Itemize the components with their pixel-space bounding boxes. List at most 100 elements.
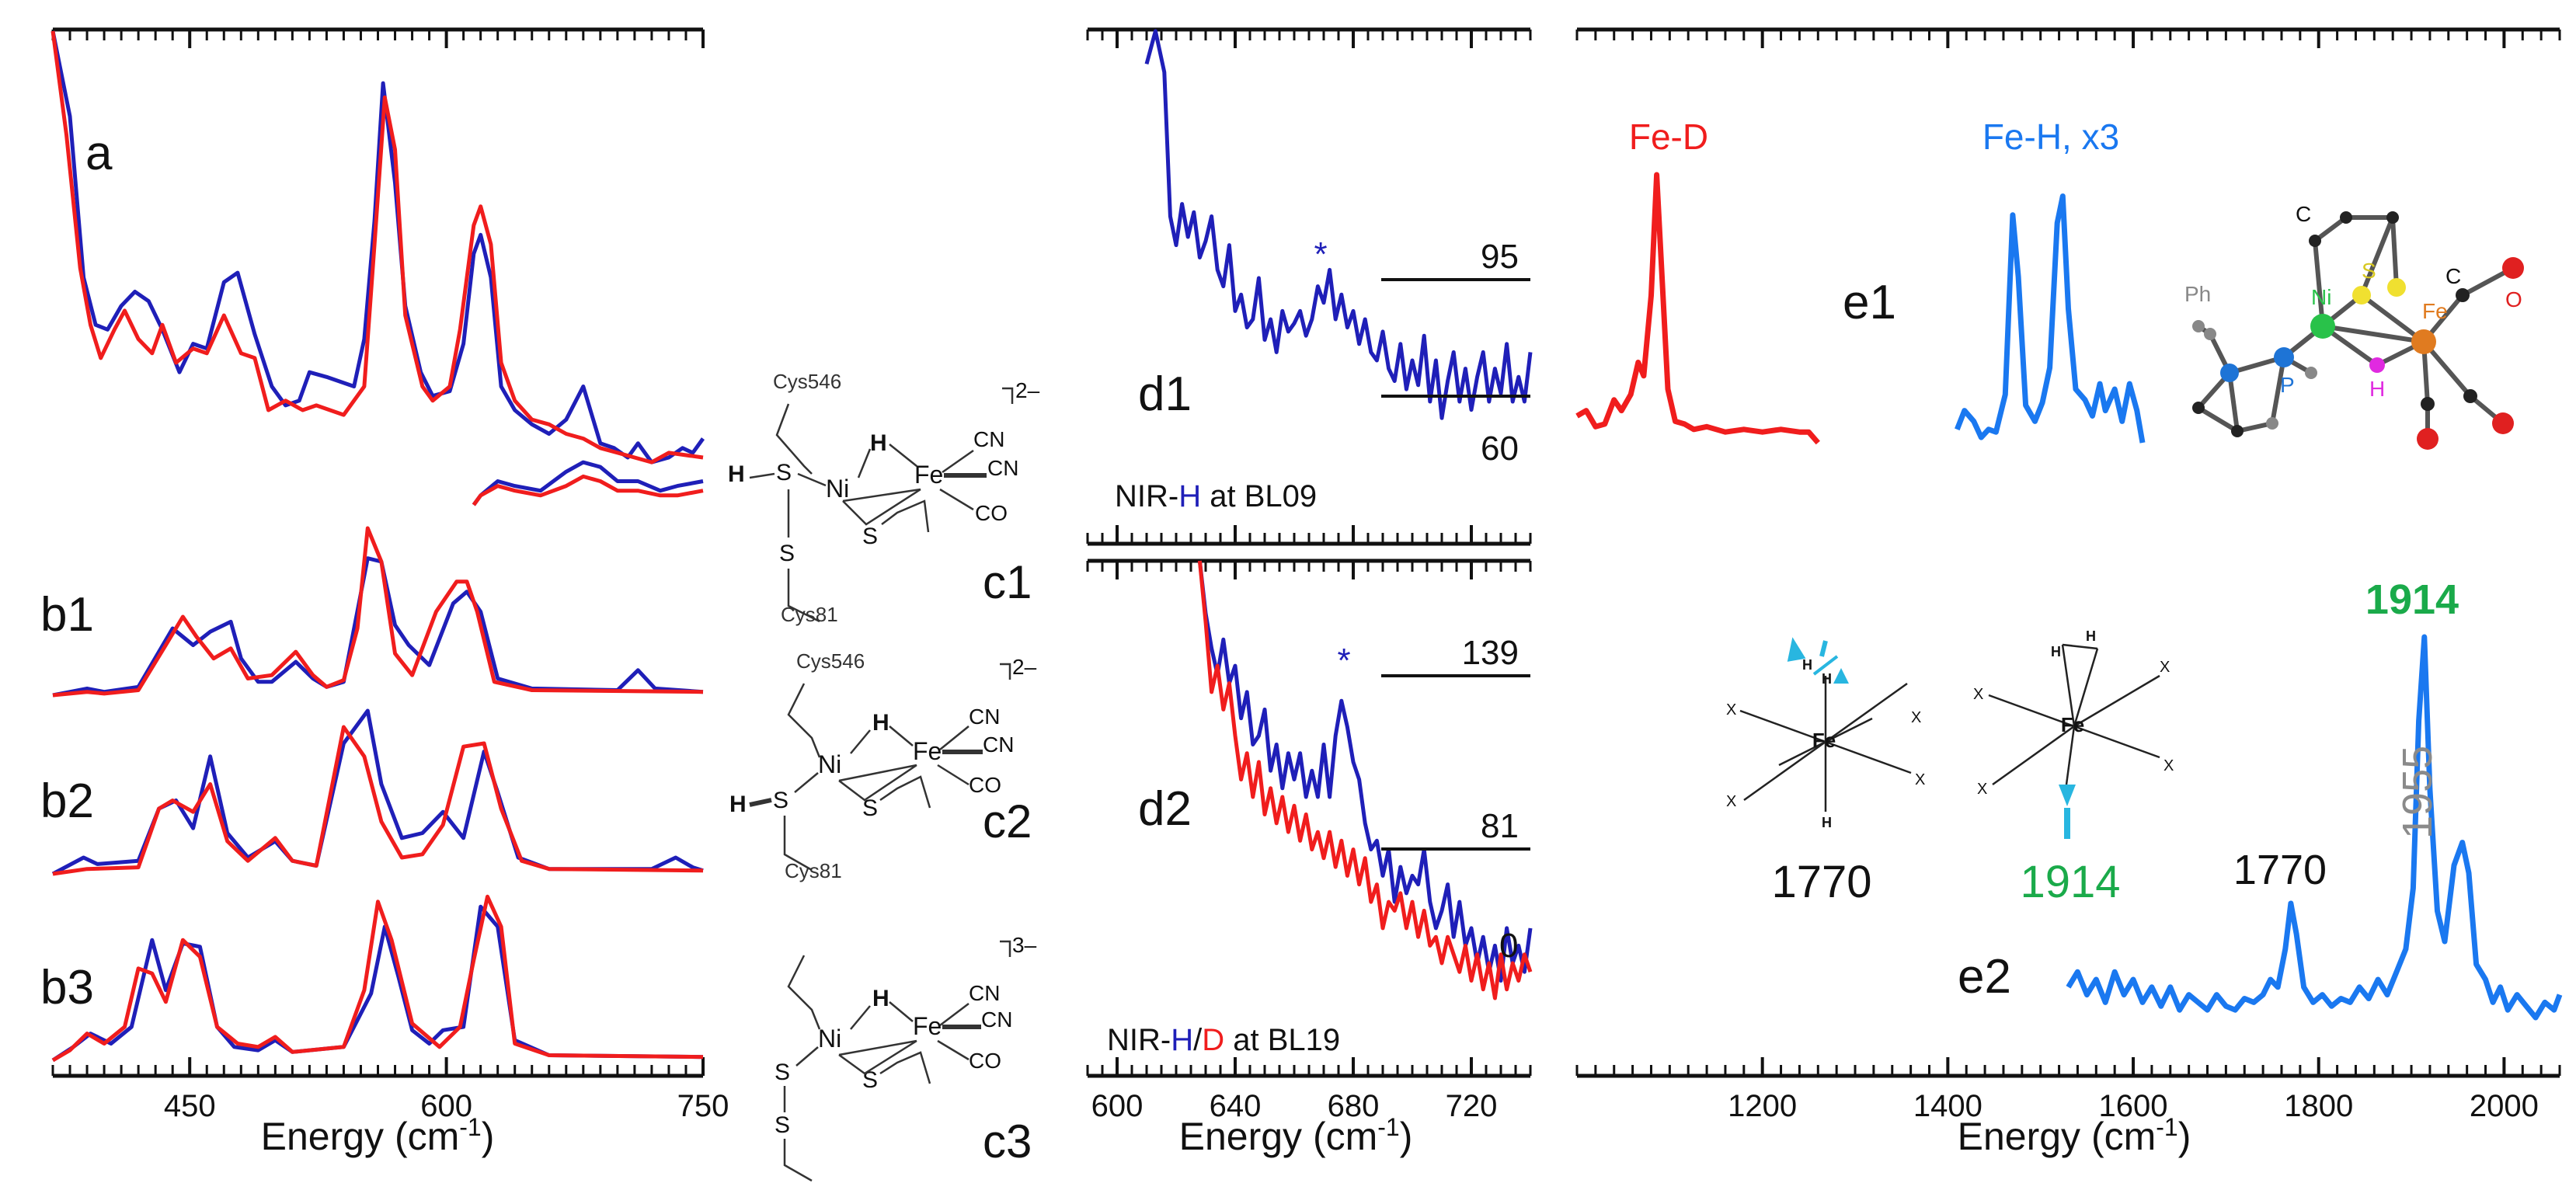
middle-lines [1144,29,1533,1000]
ball-stick-model [2196,215,2515,439]
c1-bond-s-ni [797,472,827,487]
c2-label: c2 [983,795,1032,847]
c3-s2: S [862,1067,878,1093]
panel-label-e2: e2 [1958,950,2011,1004]
middle-chart: 600 640 680 720 95 60 * d1 NIR-H at BL09 13… [1086,27,1533,1158]
mode1-x3: X [1915,771,1925,788]
series-a-blue-upper [50,30,705,465]
c1-bond-ni-h [857,448,872,478]
mode1-fe: Fe [1812,729,1836,752]
series-d2-blue [1197,560,1533,983]
fe-d-label: Fe-D [1629,117,1708,157]
d1-caption: NIR-H at BL09 [1115,479,1317,513]
series-fe-d [1575,172,1820,445]
tick-label: 1800 [2284,1089,2353,1123]
d1-scale-bottom: 60 [1481,430,1519,468]
atom-label-p: P [2280,373,2295,397]
c2-bond-h-fe [889,726,914,746]
series-a-red-lower [472,474,704,506]
c2-cn1: CN [969,705,1000,729]
tick-label: 450 [164,1089,216,1123]
c2-ni: Ni [818,750,841,778]
c1-bridge [842,488,930,533]
c1-charge: 2– [1015,378,1040,402]
atom-label-ph: Ph [2184,282,2211,306]
d2-star: * [1337,642,1350,680]
c2-bond-s-ni [794,772,819,793]
c2-top-residue: Cys546 [796,649,865,673]
e2-peak-1955: 1955 [2394,746,2441,839]
c1-h2: H [870,430,887,456]
d2-scale-middle: 81 [1481,807,1519,845]
atom-label-fe: Fe [2422,299,2448,323]
c1-top-residue: Cys546 [773,370,841,393]
d2-scale-bottom: 0 [1499,927,1518,965]
left-lines [50,30,705,1063]
c1-bottom-chain [787,569,820,623]
c1-bond-h-fe [889,444,917,467]
tick-label: 2000 [2470,1089,2539,1123]
panel-label-b3: b3 [40,961,94,1014]
e2-peak-1770: 1770 [2233,847,2327,893]
c3-charge: 3– [1012,933,1037,957]
d2-scale-top: 139 [1462,634,1519,672]
c2-top-chain [787,683,821,758]
panel-label-b1: b1 [40,588,94,642]
c3-bond-co [937,1039,969,1061]
c1-bottom-residue: Cys81 [781,603,838,626]
c2-bond-ni-h [850,729,871,754]
mode1-x1: X [1726,701,1736,719]
mode2-x4: X [1977,781,1987,798]
c2-bond-h-s [749,798,772,807]
ball-stick-atoms [2192,211,2524,450]
structure-c3: Ni H Fe CN CN CO S S S 3– c3 [775,933,1037,1182]
ball-stick-labels: C C Ph Ni S Fe O P H [2184,202,2522,401]
mode-sketch-1914 [1988,643,2160,839]
atom-label-c2: C [2445,264,2461,288]
c1-cn1: CN [973,427,1004,451]
c1-s2: S [862,524,878,549]
d2-caption: NIR-H/D at BL19 [1107,1023,1340,1057]
tick-label: 720 [1446,1089,1498,1123]
mode2-x2: X [2160,659,2170,676]
c3-bottom-chain [783,1139,813,1182]
tick-label: 640 [1210,1089,1262,1123]
mode1-h-bottom: H [1822,815,1832,830]
structure-c2: Cys546 Ni H Fe CN CN CO S H S Cys81 2– c… [729,649,1037,882]
c1-ni: Ni [826,475,849,503]
c3-cn2: CN [981,1007,1012,1032]
middle-ticks: 600 640 680 720 [1086,30,1532,1123]
tick-label: 1600 [2099,1089,2168,1123]
c2-charge: 2– [1012,655,1037,679]
left-chart: 450 600 750 Energy (cm-1) a b1 b2 b3 [40,27,729,1158]
series-e2-blue [2066,634,2563,1021]
c3-top-chain [787,955,821,1030]
mode1-h-top2: H [1822,671,1832,687]
series-a-blue-lower [472,460,704,506]
c3-bond-s-ni [795,1046,819,1067]
left-ticks: 450 600 750 [51,30,729,1123]
c1-top-chain [775,403,813,475]
mode1-value: 1770 [1771,857,1871,907]
tick-label: 1400 [1913,1089,1982,1123]
left-x-axis-label: Energy (cm-1) [261,1113,495,1158]
panel-label-a: a [85,127,113,180]
series-b3-blue [51,904,704,1063]
c1-bond-h-s [749,472,775,479]
structures: Cys546 H S Ni H Fe CN CN CO S S Cys81 2– [728,370,1040,1182]
c2-s2: S [862,795,878,821]
panel-label-b2: b2 [40,774,94,828]
panel-label-e1: e1 [1843,276,1896,329]
c2-co: CO [969,773,1001,797]
c1-h1: H [728,461,745,487]
right-ticks: 1200 1400 1600 1800 2000 [1575,30,2561,1123]
c1-s3: S [779,541,795,566]
c3-h1: H [872,986,889,1011]
series-a-red-upper [50,30,704,465]
right-lines [1575,172,2563,1021]
middle-x-axis-label: Energy (cm-1) [1179,1113,1413,1158]
series-d1-blue [1144,29,1533,420]
c2-bond-cn1 [939,726,969,750]
d1-star: * [1314,235,1327,273]
c2-bracket [1000,663,1011,680]
